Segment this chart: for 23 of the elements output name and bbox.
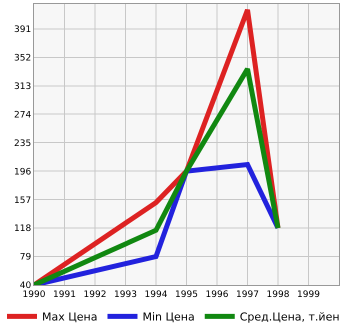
x-tick-label: 1995 (175, 290, 198, 300)
legend-label: Сред.Цена, т.йен (240, 310, 340, 324)
y-tick-label: 79 (20, 252, 32, 263)
y-tick-label: 391 (14, 24, 32, 35)
x-tick-label: 1996 (206, 290, 229, 300)
x-tick-label: 1994 (144, 290, 168, 300)
legend-label: Max Цена (42, 310, 98, 324)
y-tick-label: 274 (14, 110, 32, 120)
y-tick-label: 196 (14, 167, 32, 178)
x-tick-label: 1990 (22, 290, 46, 300)
x-tick-label: 1999 (297, 290, 320, 300)
x-tick-label: 1998 (266, 290, 290, 300)
legend-label: Min Цена (142, 310, 195, 324)
y-tick-label: 352 (14, 53, 32, 64)
y-tick-label: 235 (14, 138, 32, 149)
y-tick-label: 313 (14, 82, 32, 92)
x-tick-label: 1993 (114, 290, 137, 300)
x-tick-label: 1997 (236, 290, 259, 300)
x-tick-label: 1991 (53, 290, 76, 300)
x-tick-label: 1992 (84, 290, 106, 300)
y-tick-label: 118 (14, 224, 32, 234)
y-tick-label: 40 (20, 281, 32, 292)
y-tick-label: 157 (14, 196, 32, 206)
